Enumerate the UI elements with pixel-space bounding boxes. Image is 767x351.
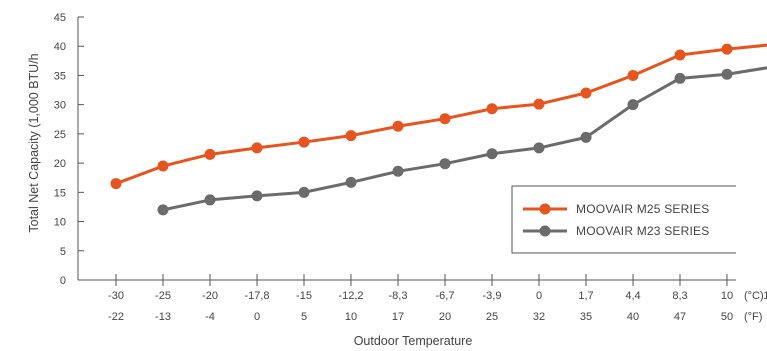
x-tick-label-c: 0 [536, 290, 542, 302]
y-tick-label: 35 [54, 70, 66, 82]
x-tick-label-f: -13 [155, 311, 171, 323]
data-point-moovair-m23-series [392, 165, 404, 177]
data-point-moovair-m25-series [627, 69, 639, 81]
x-tick-label-c: 1,7 [578, 290, 593, 302]
y-axis-title: Total Net Capacity (1,000 BTU/h [27, 53, 41, 232]
data-point-moovair-m23-series [533, 142, 545, 154]
data-point-moovair-m23-series [204, 194, 216, 206]
data-point-moovair-m23-series [298, 186, 310, 198]
x-tick-label-c: -25 [155, 290, 171, 302]
x-tick-label-f: 35 [580, 311, 592, 323]
series-line-moovair-m23-series [162, 66, 767, 212]
x-unit-f: (°F) [744, 311, 762, 323]
data-point-moovair-m23-series [439, 158, 451, 170]
legend-marker-m25 [539, 203, 551, 215]
x-axis-title: Outdoor Temperature [354, 334, 473, 348]
data-point-moovair-m25-series [392, 120, 404, 132]
data-point-moovair-m25-series [298, 136, 310, 148]
axes [77, 17, 736, 281]
series-layer [110, 43, 767, 216]
data-point-moovair-m23-series [721, 68, 733, 80]
x-tick-label-f: 40 [627, 311, 639, 323]
y-tick-label: 10 [54, 217, 66, 229]
x-tick-label-f: 25 [486, 311, 498, 323]
y-tick-label: 25 [54, 129, 66, 141]
data-point-moovair-m25-series [204, 148, 216, 160]
x-tick-label-f: 32 [533, 311, 545, 323]
x-tick-label-c: 8,3 [672, 290, 687, 302]
data-point-moovair-m25-series [580, 87, 592, 99]
x-tick-label-f: -4 [205, 311, 215, 323]
legend-marker-m23 [539, 225, 551, 237]
x-tick-label-c: -30 [108, 290, 124, 302]
x-tick-label-f: 5 [301, 311, 307, 323]
legend-label-m23: MOOVAIR M23 SERIES [576, 224, 709, 238]
x-tick-label-c: -20 [202, 290, 218, 302]
y-tick-label: 20 [54, 158, 66, 170]
data-point-moovair-m23-series [251, 190, 263, 202]
y-tick-label: 40 [54, 41, 66, 53]
y-tick-label: 5 [60, 246, 66, 258]
data-point-moovair-m25-series [157, 160, 169, 172]
legend: MOOVAIR M25 SERIES MOOVAIR M23 SERIES [511, 185, 736, 254]
x-tick-label-f: 47 [674, 311, 686, 323]
x-tick-label-c: -6,7 [436, 290, 455, 302]
x-tick-label-f: 17 [392, 311, 404, 323]
x-ticks: -30 -22 -25 -13 -20 -4 -17,8 0 -15 5 -12,2 10 -8,3 17… [108, 274, 767, 323]
data-point-moovair-m25-series [674, 49, 686, 61]
data-point-moovair-m25-series [439, 113, 451, 125]
y-tick-label: 15 [54, 187, 66, 199]
data-point-moovair-m25-series [345, 130, 357, 142]
data-point-moovair-m23-series [157, 204, 169, 216]
x-tick-label-f: 10 [345, 311, 357, 323]
y-tick-label: 30 [54, 100, 66, 112]
x-unit-c: (°C) [744, 290, 764, 302]
legend-label-m25: MOOVAIR M25 SERIES [576, 202, 709, 216]
data-point-moovair-m25-series [533, 98, 545, 110]
y-ticks: 0 5 10 15 20 25 30 35 40 45 [54, 12, 84, 287]
legend-frame [511, 185, 736, 254]
x-tick-label-c: -8,3 [389, 290, 408, 302]
y-tick-label: 45 [54, 12, 66, 24]
data-point-moovair-m25-series [486, 103, 498, 115]
data-point-moovair-m23-series [627, 99, 639, 111]
x-tick-label-f: -22 [108, 311, 124, 323]
y-tick-label: 0 [60, 275, 66, 287]
data-point-moovair-m25-series [251, 142, 263, 154]
x-tick-label-c: 10 [721, 290, 733, 302]
x-tick-label-f: 20 [439, 311, 451, 323]
x-tick-label-f: 50 [721, 311, 733, 323]
x-tick-label-c: 13,9 [763, 290, 767, 302]
x-tick-label-c: -12,2 [338, 290, 363, 302]
data-point-moovair-m23-series [674, 72, 686, 84]
data-point-moovair-m23-series [580, 131, 592, 143]
x-tick-label-c: -3,9 [483, 290, 502, 302]
x-tick-label-c: -15 [296, 290, 312, 302]
data-point-moovair-m25-series [721, 43, 733, 55]
data-point-moovair-m23-series [345, 176, 357, 188]
data-point-moovair-m25-series [110, 178, 122, 190]
data-point-moovair-m23-series [486, 148, 498, 160]
x-tick-label-f: 0 [254, 311, 260, 323]
x-tick-label-c: 4,4 [625, 290, 640, 302]
x-tick-label-c: -17,8 [244, 290, 269, 302]
